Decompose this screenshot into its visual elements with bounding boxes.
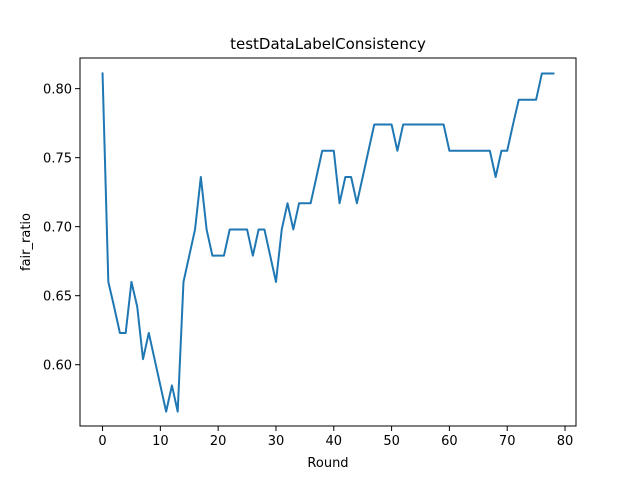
x-tick-label: 10: [152, 434, 169, 449]
x-tick-label: 0: [98, 434, 106, 449]
x-tick-label: 70: [499, 434, 516, 449]
y-tick-label: 0.75: [43, 152, 72, 167]
x-axis-title: Round: [307, 456, 348, 471]
x-tick-label: 60: [441, 434, 458, 449]
series-line: [101, 72, 555, 413]
plot-frame: [79, 57, 577, 427]
y-tick-label: 0.80: [43, 83, 72, 98]
y-tick-label: 0.60: [43, 359, 72, 374]
axis-ticks: 0 10 20 30 40 50 60 70 80 0.60 0.65 0.70 0.75 0.80: [43, 83, 573, 449]
x-tick-label: 30: [268, 434, 285, 449]
y-tick-label: 0.65: [43, 290, 72, 305]
x-tick-label: 80: [557, 434, 574, 449]
x-tick-label: 50: [383, 434, 400, 449]
y-tick-label: 0.70: [43, 221, 72, 236]
plot-lines: [101, 72, 555, 413]
x-tick-label: 40: [326, 434, 343, 449]
chart-title: testDataLabelConsistency: [230, 35, 426, 53]
x-tick-label: 20: [210, 434, 227, 449]
y-axis-title: fair_ratio: [19, 213, 34, 271]
